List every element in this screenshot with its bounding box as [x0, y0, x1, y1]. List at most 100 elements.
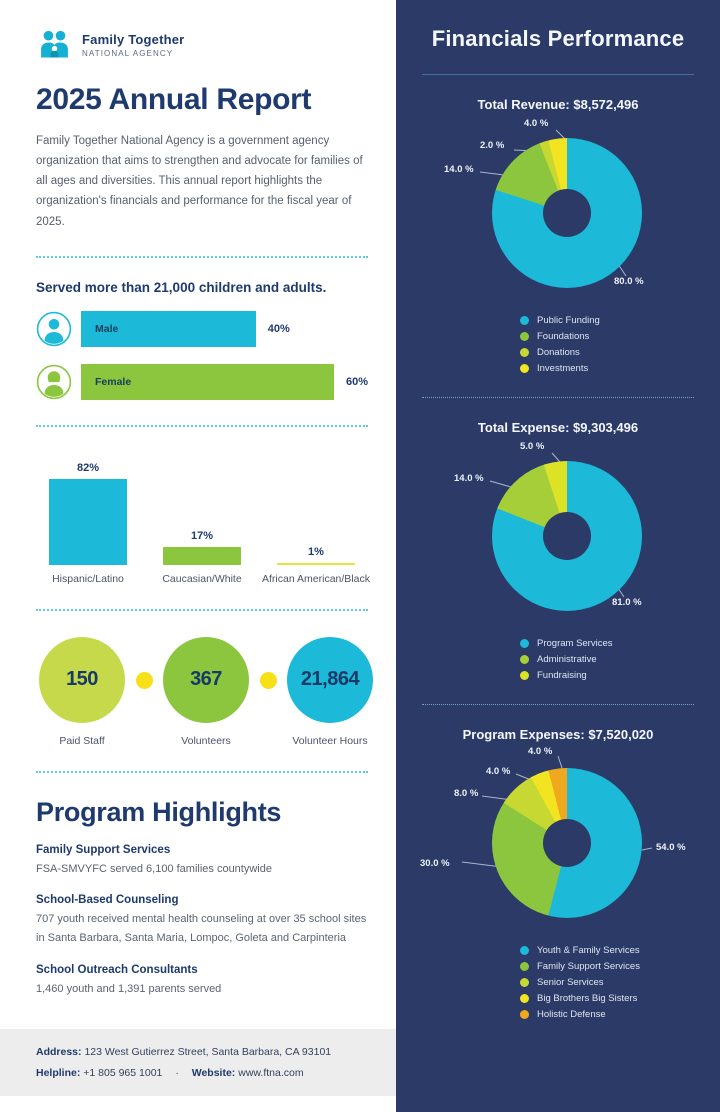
stats-row: 150 Paid Staff 367 Volunteers 21,864 Vol… [36, 636, 376, 747]
stat-circle: 21,864 [287, 636, 373, 723]
legend-dot [520, 978, 529, 987]
legend-label: Family Support Services [537, 961, 640, 972]
legend-dot [520, 316, 529, 325]
total-expense-donut-chart: 5.0 % 14.0 % 81.0 % [416, 441, 700, 625]
legend-label: Donations [537, 347, 580, 358]
bar-category: African American/Black [262, 572, 370, 585]
helpline-value: +1 805 965 1001 [83, 1066, 163, 1079]
legend-label: Youth & Family Services [537, 945, 640, 956]
bar [277, 562, 355, 565]
legend-label: Senior Services [537, 977, 604, 988]
ethnicity-bar-chart: 82% Hispanic/Latino 17% Caucasian/White … [36, 453, 370, 585]
legend-dot [520, 994, 529, 1003]
female-percent: 60% [345, 375, 368, 388]
legend-dot [520, 946, 529, 955]
divider [36, 770, 368, 773]
program-item-body: 707 youth received mental health counsel… [36, 913, 367, 944]
male-bar: Male [81, 310, 256, 347]
donut-hole [543, 819, 591, 867]
legend-dot [520, 1010, 529, 1019]
legend-dot [520, 332, 529, 341]
program-item: Family Support Services FSA-SMVYFC serve… [36, 844, 368, 879]
legend-item: Fundraising [520, 670, 700, 681]
legend-item: Investments [520, 363, 700, 374]
bar-stack: 17% [163, 453, 241, 565]
slice-label-foundations: 14.0 % [444, 164, 474, 175]
donut [492, 138, 642, 288]
total-expense-heading: Total Expense: $9,303,496 [477, 420, 639, 435]
legend-item: Big Brothers Big Sisters [520, 993, 700, 1004]
page-title: 2025 Annual Report [36, 83, 312, 116]
stat-circle: 150 [39, 636, 125, 723]
program-item-body: FSA-SMVYFC served 6,100 families countyw… [36, 862, 272, 875]
program-item-title: School-Based Counseling [36, 894, 179, 907]
slice-label-program-services: 81.0 % [612, 597, 642, 608]
bar [49, 478, 127, 565]
female-bar-label: Female [95, 375, 132, 388]
slice-label-youth-family-services: 54.0 % [656, 842, 686, 853]
bar-stack: 82% [49, 453, 127, 565]
stat-label: Paid Staff [59, 734, 105, 747]
slice-label-investments: 4.0 % [524, 118, 549, 129]
slice-label-holistic-defense: 4.0 % [528, 746, 553, 757]
program-item-title: Family Support Services [36, 843, 171, 856]
legend-label: Fundraising [537, 670, 587, 681]
program-expenses-legend: Youth & Family Services Family Support S… [520, 940, 700, 1025]
legend-dot [520, 962, 529, 971]
bar-category: Hispanic/Latino [52, 572, 124, 585]
ethnicity-col-african-american: 1% African American/Black [262, 453, 370, 585]
stat-label: Volunteers [181, 734, 231, 747]
donut-hole [543, 512, 591, 560]
stat-volunteer-hours: 21,864 Volunteer Hours [284, 636, 376, 747]
org-name: Family Together [82, 31, 185, 47]
served-heading: Served more than 21,000 children and adu… [36, 279, 327, 295]
family-logo-icon [41, 30, 68, 58]
org-identity: Family Together NATIONAL AGENCY [82, 32, 184, 58]
financials-title: Financials Performance [431, 26, 685, 51]
legend-label: Foundations [537, 331, 590, 342]
slice-label-family-support-services: 30.0 % [420, 858, 450, 869]
donut-hole [543, 189, 591, 237]
slice-label-senior-services: 8.0 % [454, 788, 479, 799]
address-value: 123 West Gutierrez Street, Santa Barbara… [84, 1046, 332, 1059]
gender-bar-female: Female 60% [36, 363, 368, 401]
website-label: Website: [191, 1066, 236, 1079]
divider [36, 255, 368, 258]
ethnicity-col-caucasian: 17% Caucasian/White [150, 453, 254, 585]
helpline-line: Helpline: +1 805 965 1001 · Website: www… [36, 1063, 376, 1083]
legend-dot [520, 639, 529, 648]
bar-category: Caucasian/White [162, 572, 242, 585]
program-expenses-heading: Program Expenses: $7,520,020 [462, 727, 654, 742]
program-item-body: 1,460 youth and 1,391 parents served [36, 982, 222, 995]
slice-label-fundraising: 5.0 % [520, 441, 545, 452]
stat-paid-staff: 150 Paid Staff [36, 636, 128, 747]
total-revenue-legend: Public Funding Foundations Donations Inv… [520, 310, 700, 379]
address-label: Address: [36, 1046, 82, 1059]
org-subtitle: NATIONAL AGENCY [82, 48, 174, 58]
legend-dot [520, 348, 529, 357]
financials-panel: Financials Performance Total Revenue: $8… [396, 0, 720, 1112]
program-highlights-heading: Program Highlights [36, 796, 282, 827]
program-expenses-donut-chart: 4.0 % 4.0 % 8.0 % 30.0 % 54.0 % [416, 746, 700, 932]
bar-value: 82% [76, 461, 100, 474]
slice-label-donations: 2.0 % [480, 140, 505, 151]
legend-label: Program Services [537, 638, 613, 649]
total-revenue-heading: Total Revenue: $8,572,496 [477, 97, 639, 112]
legend-dot [520, 671, 529, 680]
divider [36, 608, 368, 611]
female-avatar-icon [36, 364, 72, 399]
intro-paragraph: Family Together National Agency is a gov… [36, 135, 363, 228]
legend-item: Public Funding [520, 315, 700, 326]
bar-stack: 1% [277, 453, 355, 565]
logo-row: Family Together NATIONAL AGENCY [36, 26, 368, 63]
stat-circle: 367 [163, 636, 249, 723]
divider [422, 397, 694, 398]
male-avatar-icon [36, 311, 72, 346]
legend-item: Administrative [520, 654, 700, 665]
donut [492, 461, 642, 611]
female-bar: Female [81, 363, 334, 400]
website-value: www.ftna.com [238, 1066, 304, 1079]
male-percent: 40% [267, 322, 290, 335]
program-item: School-Based Counseling 707 youth receiv… [36, 894, 368, 947]
